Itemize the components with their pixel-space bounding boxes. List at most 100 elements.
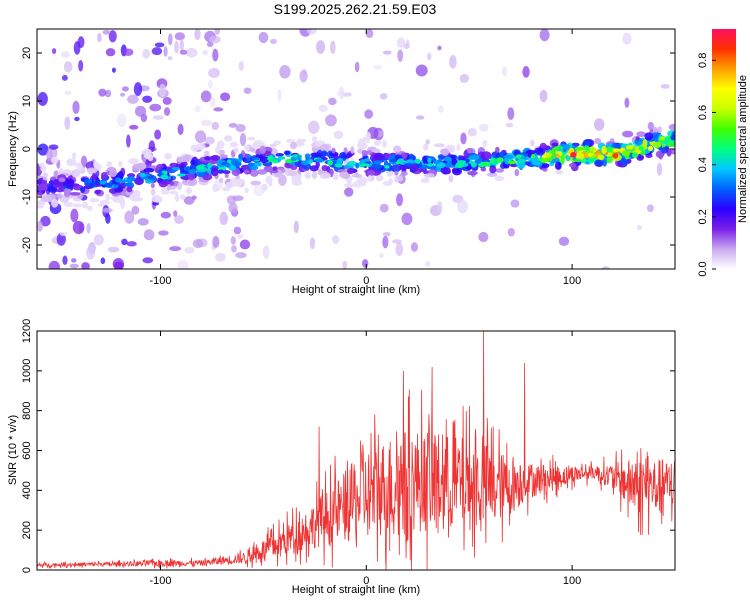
heatmap-cell [443,156,452,163]
heatmap-cell [540,163,550,168]
heatmap-cell [152,115,164,120]
heatmap-cell [657,126,662,134]
figure-title: S199.2025.262.21.59.E03 [274,1,437,17]
heatmap-cell [396,193,404,207]
heatmap-cell [212,183,219,193]
heatmap-cell [339,151,347,160]
heatmap-peak [88,184,95,189]
heatmap-peak [227,159,232,164]
heatmap-cell [379,252,384,259]
heatmap-cell [325,114,337,127]
colorbar-ticks: 0.0 0.2 0.4 0.6 0.8 [697,53,716,277]
heatmap-cell [316,40,326,54]
heatmap-cell [219,154,228,159]
heatmap-cell [81,262,90,269]
y-tick-label: 200 [21,521,33,539]
heatmap-cell [63,190,70,198]
heatmap-cell [112,196,124,203]
heatmap-peak [383,162,392,167]
heatmap-cell [72,100,80,114]
heatmap-cell [424,173,435,178]
heatmap-cell [382,50,392,55]
heatmap-cell [72,168,81,178]
heatmap-cell [448,174,454,183]
heatmap-cell [329,40,336,55]
heatmap-cell [65,178,74,185]
heatmap-cell [63,201,74,208]
heatmap-peak [457,160,467,165]
heatmap-cell [635,136,640,141]
heatmap-peak [427,157,432,164]
heatmap-cell [117,170,124,180]
heatmap-cell [194,130,207,143]
heatmap-cell [142,95,153,103]
heatmap-cell [277,88,282,102]
heatmap-peak [183,166,189,171]
heatmap-cell [449,54,457,69]
heatmap-cell [373,140,382,146]
heatmap-cell [382,139,387,148]
heatmap-cell [468,154,480,161]
heatmap-cell [422,143,429,151]
heatmap-cell [249,165,259,171]
heatmap-cell [441,148,450,156]
heatmap-cell [113,261,125,269]
heatmap-cell [243,87,252,94]
heatmap-peak [104,182,113,188]
heatmap-cell [367,174,373,182]
heatmap-cell [150,188,156,196]
y-tick-label: 400 [21,481,33,499]
heatmap-peak [541,154,547,159]
heatmap-peak [228,165,237,171]
heatmap-cell [150,183,155,189]
x-tick-label: -100 [149,275,171,287]
heatmap-peak [84,178,89,184]
heatmap-peak [558,151,563,156]
heatmap-cell [66,159,77,164]
heatmap-cell [174,193,180,203]
heatmap-cell [379,93,388,100]
heatmap-cell [158,230,169,236]
heatmap-cell [148,140,156,153]
heatmap-cell [40,215,51,227]
heatmap-cell [586,147,598,152]
heatmap-cell [143,167,155,173]
heatmap-cell [185,47,198,58]
heatmap-cell [111,67,116,73]
heatmap-cell [209,35,221,44]
snr-panel: -100 0 100 0 200 400 600 800 1000 1200 Height of… [7,319,676,596]
heatmap-cell [390,164,402,173]
heatmap-cell [494,175,505,182]
heatmap-cell [228,202,238,214]
heatmap-cell [117,161,123,168]
heatmap-cell [262,245,270,260]
heatmap-cell [296,155,302,161]
heatmap-cell [296,138,305,146]
heatmap-cell [482,140,488,147]
heatmap-cell [507,107,515,120]
heatmap-cell [601,145,607,155]
heatmap-cell [59,231,69,236]
heatmap-cell [319,172,331,179]
heatmap-cell [668,123,675,131]
heatmap-cell [86,205,93,211]
heatmap-cell [375,174,384,182]
heatmap-cell [661,146,669,154]
heatmap-cell [437,105,444,114]
heatmap-cell [321,150,328,157]
heatmap-cell [539,89,548,103]
heatmap-cell [41,189,46,194]
heatmap-cell [319,143,329,152]
heatmap-cell [143,229,155,241]
heatmap-cell [93,160,98,169]
heatmap-cell [467,128,477,137]
colorbar-tick-label: 0.0 [697,261,709,276]
heatmap-peak [146,175,155,180]
heatmap-cell [177,260,189,269]
heatmap-peak [597,154,605,161]
heatmap-cell [187,172,195,181]
heatmap-cell [525,149,537,155]
heatmap-cell [620,157,628,166]
heatmap-cell [202,49,208,56]
heatmap-cell [495,146,500,153]
